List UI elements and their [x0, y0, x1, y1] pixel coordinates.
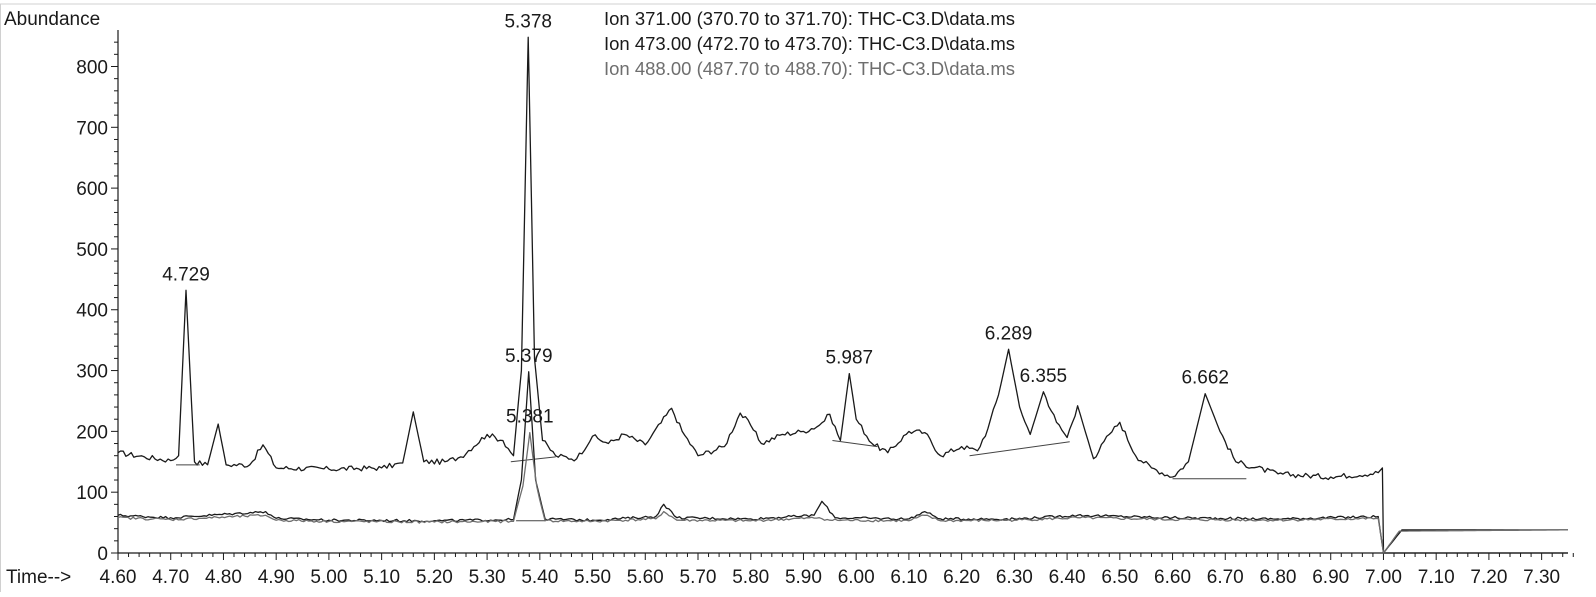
y-tick-label: 100: [76, 483, 108, 504]
x-tick-label: 6.20: [943, 567, 980, 588]
y-tick-label: 200: [76, 422, 108, 443]
peak-label: 6.662: [1181, 368, 1229, 389]
peak-label: 5.987: [826, 348, 874, 369]
series-line: [117, 36, 1568, 554]
y-tick-label: 0: [97, 544, 108, 565]
x-tick-label: 6.30: [996, 567, 1033, 588]
x-tick-label: 7.30: [1523, 567, 1560, 588]
x-tick-label: 5.00: [310, 567, 347, 588]
x-tick-label: 7.10: [1418, 567, 1455, 588]
x-tick-label: 6.90: [1312, 567, 1349, 588]
y-tick-label: 800: [76, 57, 108, 78]
peak-label: 5.381: [506, 407, 554, 428]
plot-frame: [0, 3, 1596, 592]
x-tick-label: 5.90: [785, 567, 822, 588]
y-axis-title: Abundance: [4, 9, 100, 30]
series-line: [117, 371, 1568, 554]
x-tick-label: 6.50: [1101, 567, 1138, 588]
x-tick-label: 5.80: [732, 567, 769, 588]
x-tick-label: 4.70: [152, 567, 189, 588]
x-tick-label: 7.00: [1365, 567, 1402, 588]
x-tick-label: 6.00: [838, 567, 875, 588]
x-tick-label: 5.50: [574, 567, 611, 588]
peak-label: 6.355: [1020, 366, 1068, 387]
legend-entry: Ion 473.00 (472.70 to 473.70): THC-C3.D\…: [604, 33, 1015, 54]
x-tick-label: 6.70: [1207, 567, 1244, 588]
integration-baseline: [969, 441, 1070, 457]
x-tick-label: 5.60: [627, 567, 664, 588]
y-tick-label: 600: [76, 179, 108, 200]
y-tick-label: 300: [76, 362, 108, 383]
x-tick-label: 5.20: [416, 567, 453, 588]
x-tick-label: 5.10: [363, 567, 400, 588]
x-tick-label: 4.80: [205, 567, 242, 588]
x-tick-label: 5.70: [680, 567, 717, 588]
x-tick-label: 4.90: [258, 567, 295, 588]
legend: Ion 371.00 (370.70 to 371.70): THC-C3.D\…: [604, 8, 1015, 79]
peak-label: 5.379: [505, 346, 553, 367]
x-tick-label: 6.40: [1049, 567, 1086, 588]
peak-label: 4.729: [162, 264, 210, 285]
y-tick-label: 500: [76, 240, 108, 261]
peak-label: 5.378: [504, 11, 552, 32]
peak-label: 6.289: [985, 323, 1033, 344]
axes: Abundance Time--> 0 100 200 300 400 500 600 700 80…: [4, 9, 1574, 588]
x-tick-label: 4.60: [100, 567, 137, 588]
series-line: [117, 431, 1568, 554]
x-tick-label: 6.80: [1260, 567, 1297, 588]
x-tick-label: 6.60: [1154, 567, 1191, 588]
x-tick-label: 5.40: [521, 567, 558, 588]
series-group: [117, 36, 1568, 554]
legend-entry: Ion 371.00 (370.70 to 371.70): THC-C3.D\…: [604, 8, 1015, 29]
peak-labels: 4.729 5.378 5.379 5.381 5.987 6.289 6.355 6.662: [162, 11, 1229, 427]
x-tick-label: 6.10: [890, 567, 927, 588]
y-tick-label: 700: [76, 118, 108, 139]
legend-entry: Ion 488.00 (487.70 to 488.70): THC-C3.D\…: [604, 58, 1015, 79]
y-tick-label: 400: [76, 301, 108, 322]
x-axis-title: Time-->: [6, 567, 71, 588]
x-tick-label: 7.20: [1470, 567, 1507, 588]
x-tick-label: 5.30: [469, 567, 506, 588]
integration-baseline: [832, 439, 878, 448]
